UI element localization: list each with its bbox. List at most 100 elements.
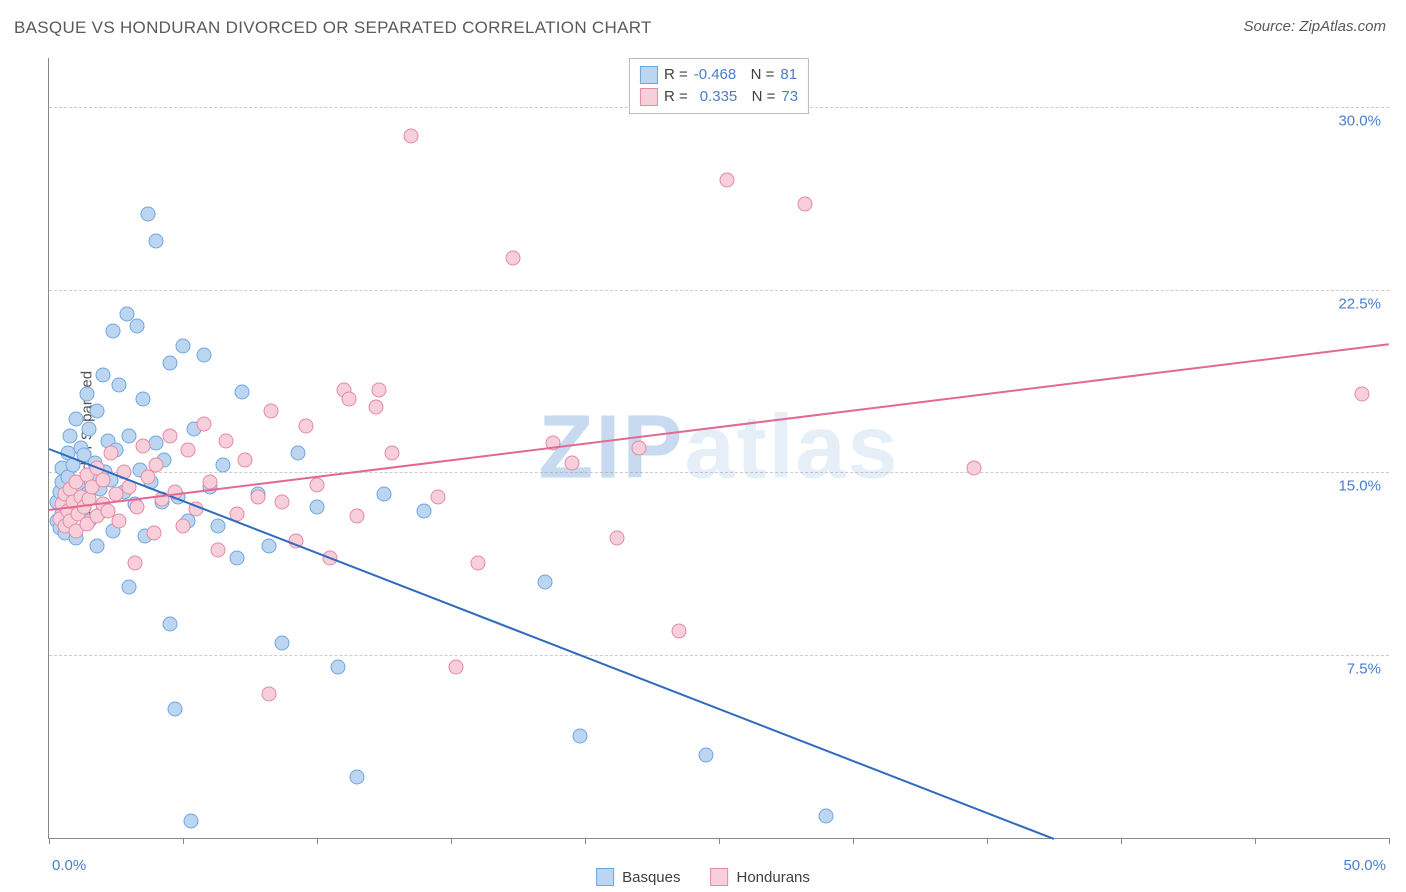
data-point-hondurans <box>966 460 981 475</box>
data-point-hondurans <box>95 472 110 487</box>
data-point-basques <box>417 504 432 519</box>
data-point-hondurans <box>342 392 357 407</box>
data-point-basques <box>106 324 121 339</box>
y-tick-label: 7.5% <box>1347 661 1381 678</box>
swatch-hondurans-bottom <box>710 868 728 886</box>
data-point-basques <box>149 233 164 248</box>
legend-item-hondurans: Hondurans <box>710 868 809 886</box>
chart-source: Source: ZipAtlas.com <box>1243 18 1386 35</box>
trend-line-basques <box>49 448 1055 840</box>
x-tick <box>1255 838 1256 844</box>
data-point-basques <box>210 519 225 534</box>
x-tick-label-min: 0.0% <box>52 857 86 874</box>
data-point-hondurans <box>111 514 126 529</box>
data-point-basques <box>537 575 552 590</box>
data-point-hondurans <box>275 494 290 509</box>
data-point-hondurans <box>797 197 812 212</box>
data-point-basques <box>698 748 713 763</box>
x-tick <box>987 838 988 844</box>
y-tick-label: 22.5% <box>1338 295 1381 312</box>
data-point-hondurans <box>368 399 383 414</box>
data-point-basques <box>141 207 156 222</box>
gridline <box>49 290 1389 291</box>
legend-item-basques: Basques <box>596 868 680 886</box>
legend-label-hondurans: Hondurans <box>736 869 809 886</box>
data-point-hondurans <box>130 499 145 514</box>
x-tick <box>1389 838 1390 844</box>
data-point-hondurans <box>449 660 464 675</box>
data-point-hondurans <box>181 443 196 458</box>
data-point-basques <box>95 367 110 382</box>
data-point-basques <box>350 770 365 785</box>
data-point-hondurans <box>610 531 625 546</box>
legend-top-row-2: R = 0.335 N = 73 <box>640 86 798 108</box>
data-point-basques <box>331 660 346 675</box>
data-point-hondurans <box>310 477 325 492</box>
data-point-basques <box>82 421 97 436</box>
chart-container: BASQUE VS HONDURAN DIVORCED OR SEPARATED… <box>0 0 1406 892</box>
x-tick <box>719 838 720 844</box>
x-tick-label-max: 50.0% <box>1343 857 1386 874</box>
legend-bottom: Basques Hondurans <box>596 868 810 886</box>
data-point-basques <box>90 404 105 419</box>
data-point-basques <box>377 487 392 502</box>
data-point-hondurans <box>299 419 314 434</box>
data-point-hondurans <box>371 382 386 397</box>
data-point-hondurans <box>210 543 225 558</box>
data-point-hondurans <box>631 441 646 456</box>
data-point-hondurans <box>149 458 164 473</box>
data-point-hondurans <box>350 509 365 524</box>
data-point-basques <box>819 809 834 824</box>
trend-line-hondurans <box>49 343 1389 511</box>
data-point-basques <box>291 445 306 460</box>
data-point-hondurans <box>197 416 212 431</box>
data-point-basques <box>122 579 137 594</box>
data-point-hondurans <box>251 489 266 504</box>
data-point-basques <box>176 338 191 353</box>
chart-title: BASQUE VS HONDURAN DIVORCED OR SEPARATED… <box>14 18 652 38</box>
y-tick-label: 15.0% <box>1338 478 1381 495</box>
data-point-basques <box>122 428 137 443</box>
data-point-hondurans <box>1355 387 1370 402</box>
data-point-hondurans <box>127 555 142 570</box>
plot-area: ZIPatlas R = -0.468 N = 81 R = 0.335 N =… <box>48 58 1389 839</box>
legend-top-row-1: R = -0.468 N = 81 <box>640 64 798 86</box>
data-point-hondurans <box>135 438 150 453</box>
data-point-hondurans <box>505 250 520 265</box>
data-point-basques <box>234 384 249 399</box>
gridline <box>49 472 1389 473</box>
data-point-basques <box>162 616 177 631</box>
x-tick <box>853 838 854 844</box>
data-point-hondurans <box>430 489 445 504</box>
data-point-basques <box>90 538 105 553</box>
x-tick <box>183 838 184 844</box>
x-tick <box>317 838 318 844</box>
data-point-basques <box>135 392 150 407</box>
swatch-basques-bottom <box>596 868 614 886</box>
data-point-hondurans <box>146 526 161 541</box>
data-point-basques <box>167 701 182 716</box>
data-point-basques <box>261 538 276 553</box>
data-point-hondurans <box>103 445 118 460</box>
data-point-basques <box>197 348 212 363</box>
legend-top: R = -0.468 N = 81 R = 0.335 N = 73 <box>629 58 809 114</box>
data-point-hondurans <box>671 623 686 638</box>
gridline <box>49 655 1389 656</box>
data-point-basques <box>68 411 83 426</box>
swatch-hondurans <box>640 88 658 106</box>
data-point-hondurans <box>564 455 579 470</box>
x-tick <box>1121 838 1122 844</box>
data-point-hondurans <box>264 404 279 419</box>
data-point-basques <box>111 377 126 392</box>
swatch-basques <box>640 66 658 84</box>
y-tick-label: 30.0% <box>1338 112 1381 129</box>
data-point-hondurans <box>176 519 191 534</box>
data-point-basques <box>310 499 325 514</box>
data-point-basques <box>79 387 94 402</box>
data-point-basques <box>162 355 177 370</box>
data-point-basques <box>216 458 231 473</box>
data-point-hondurans <box>385 445 400 460</box>
watermark-rest: atlas <box>684 398 899 498</box>
legend-label-basques: Basques <box>622 869 680 886</box>
data-point-hondurans <box>162 428 177 443</box>
